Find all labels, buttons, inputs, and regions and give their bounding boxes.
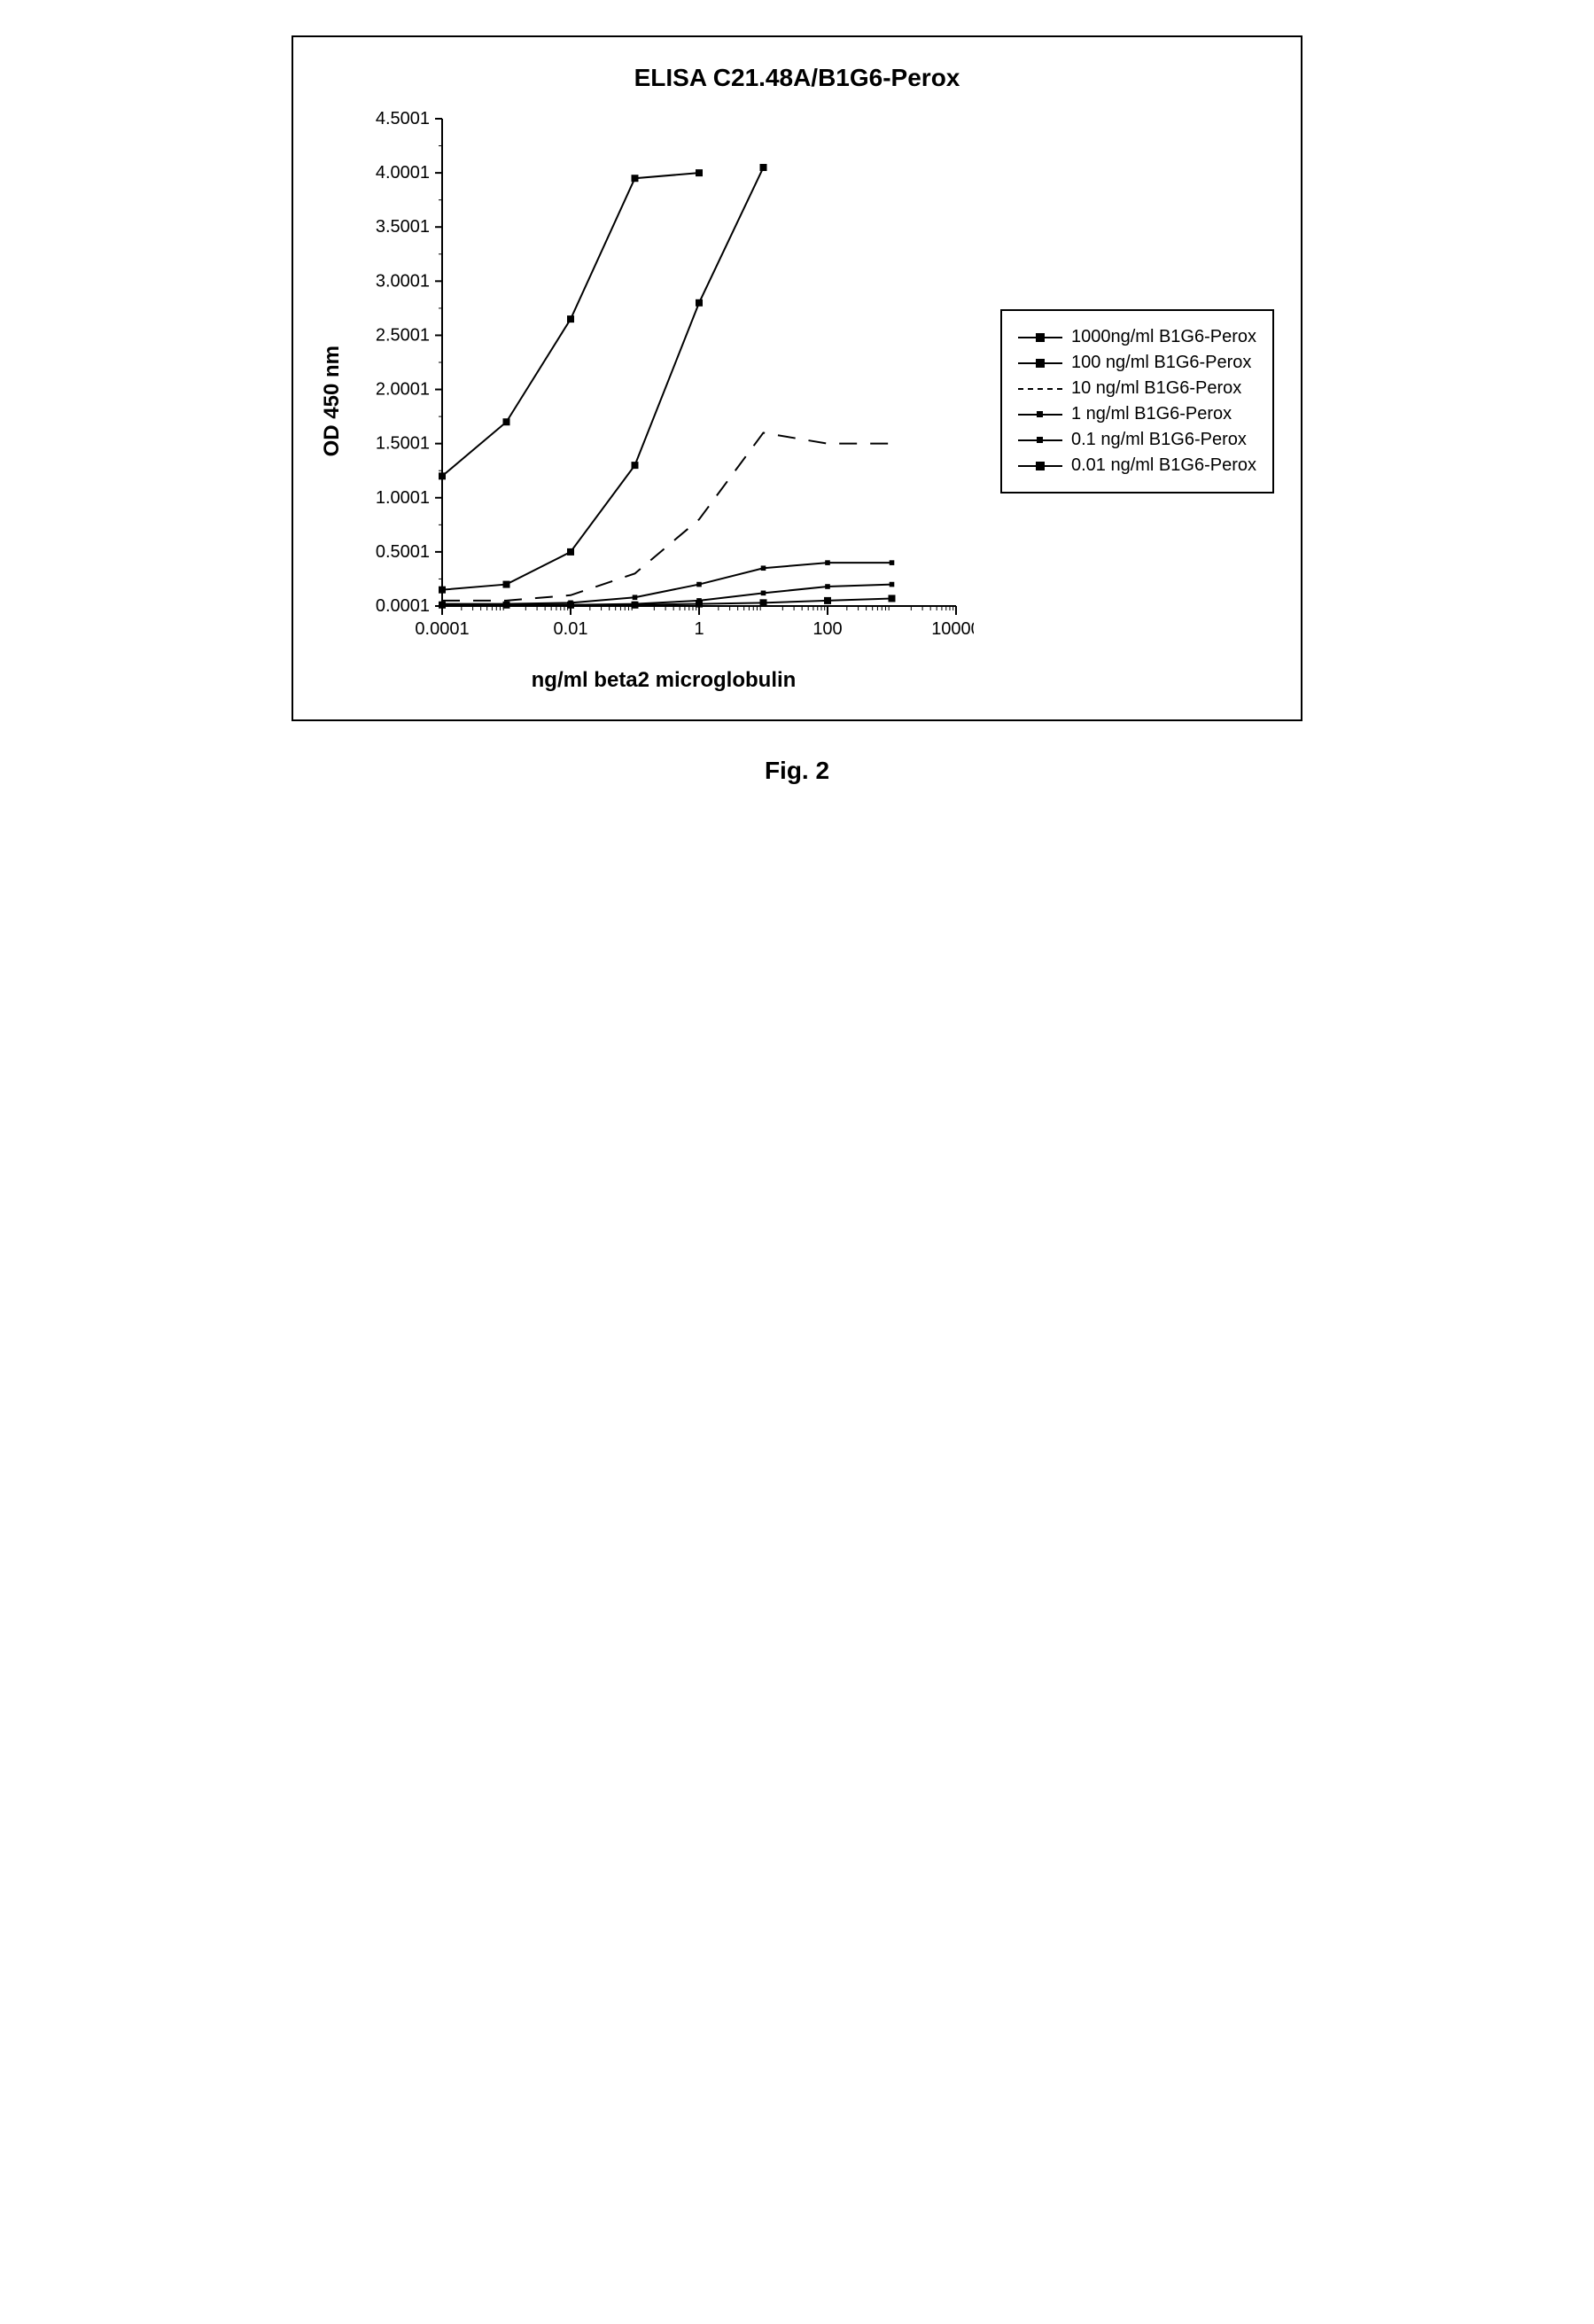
- svg-text:4.0001: 4.0001: [376, 163, 430, 183]
- chart-body: OD 450 nm 0.0001 0.5001 1.0001 1.5001 2.0001…: [320, 110, 1274, 693]
- legend-label: 10 ng/ml B1G6-Perox: [1071, 378, 1241, 399]
- svg-text:0.0001: 0.0001: [415, 619, 469, 639]
- legend-label: 1000ng/ml B1G6-Perox: [1071, 327, 1256, 347]
- svg-text:1.5001: 1.5001: [376, 434, 430, 454]
- legend-item: 1 ng/ml B1G6-Perox: [1018, 404, 1256, 424]
- svg-text:0.0001: 0.0001: [376, 596, 430, 616]
- legend-label: 0.1 ng/ml B1G6-Perox: [1071, 430, 1247, 450]
- svg-text:3.0001: 3.0001: [376, 271, 430, 291]
- x-axis-label: ng/ml beta2 microglobulin: [354, 668, 974, 693]
- plot-wrapper: 0.0001 0.5001 1.0001 1.5001 2.0001 2.5001 3.00…: [354, 110, 974, 693]
- legend-item: 0.1 ng/ml B1G6-Perox: [1018, 430, 1256, 450]
- legend-label: 100 ng/ml B1G6-Perox: [1071, 353, 1251, 373]
- svg-text:0.5001: 0.5001: [376, 542, 430, 562]
- svg-text:3.5001: 3.5001: [376, 217, 430, 237]
- legend-item: 100 ng/ml B1G6-Perox: [1018, 353, 1256, 373]
- svg-text:1: 1: [694, 619, 704, 639]
- legend-item: 1000ng/ml B1G6-Perox: [1018, 327, 1256, 347]
- legend-label: 0.01 ng/ml B1G6-Perox: [1071, 455, 1256, 476]
- legend-item: 0.01 ng/ml B1G6-Perox: [1018, 455, 1256, 476]
- svg-text:0.01: 0.01: [554, 619, 588, 639]
- chart-legend: 1000ng/ml B1G6-Perox 100 ng/ml B1G6-Perox…: [1000, 309, 1274, 494]
- legend-label: 1 ng/ml B1G6-Perox: [1071, 404, 1232, 424]
- svg-text:100: 100: [813, 619, 842, 639]
- svg-text:10000: 10000: [931, 619, 974, 639]
- chart-title: ELISA C21.48A/B1G6-Perox: [320, 64, 1274, 92]
- figure-caption: Fig. 2: [765, 757, 829, 785]
- svg-text:2.5001: 2.5001: [376, 325, 430, 345]
- svg-text:2.0001: 2.0001: [376, 380, 430, 400]
- svg-text:1.0001: 1.0001: [376, 488, 430, 508]
- chart-frame: ELISA C21.48A/B1G6-Perox OD 450 nm 0.000…: [292, 35, 1302, 721]
- svg-text:4.5001: 4.5001: [376, 110, 430, 128]
- y-axis-label: OD 450 nm: [320, 346, 345, 456]
- legend-item: 10 ng/ml B1G6-Perox: [1018, 378, 1256, 399]
- chart-plot: 0.0001 0.5001 1.0001 1.5001 2.0001 2.5001 3.00…: [354, 110, 974, 659]
